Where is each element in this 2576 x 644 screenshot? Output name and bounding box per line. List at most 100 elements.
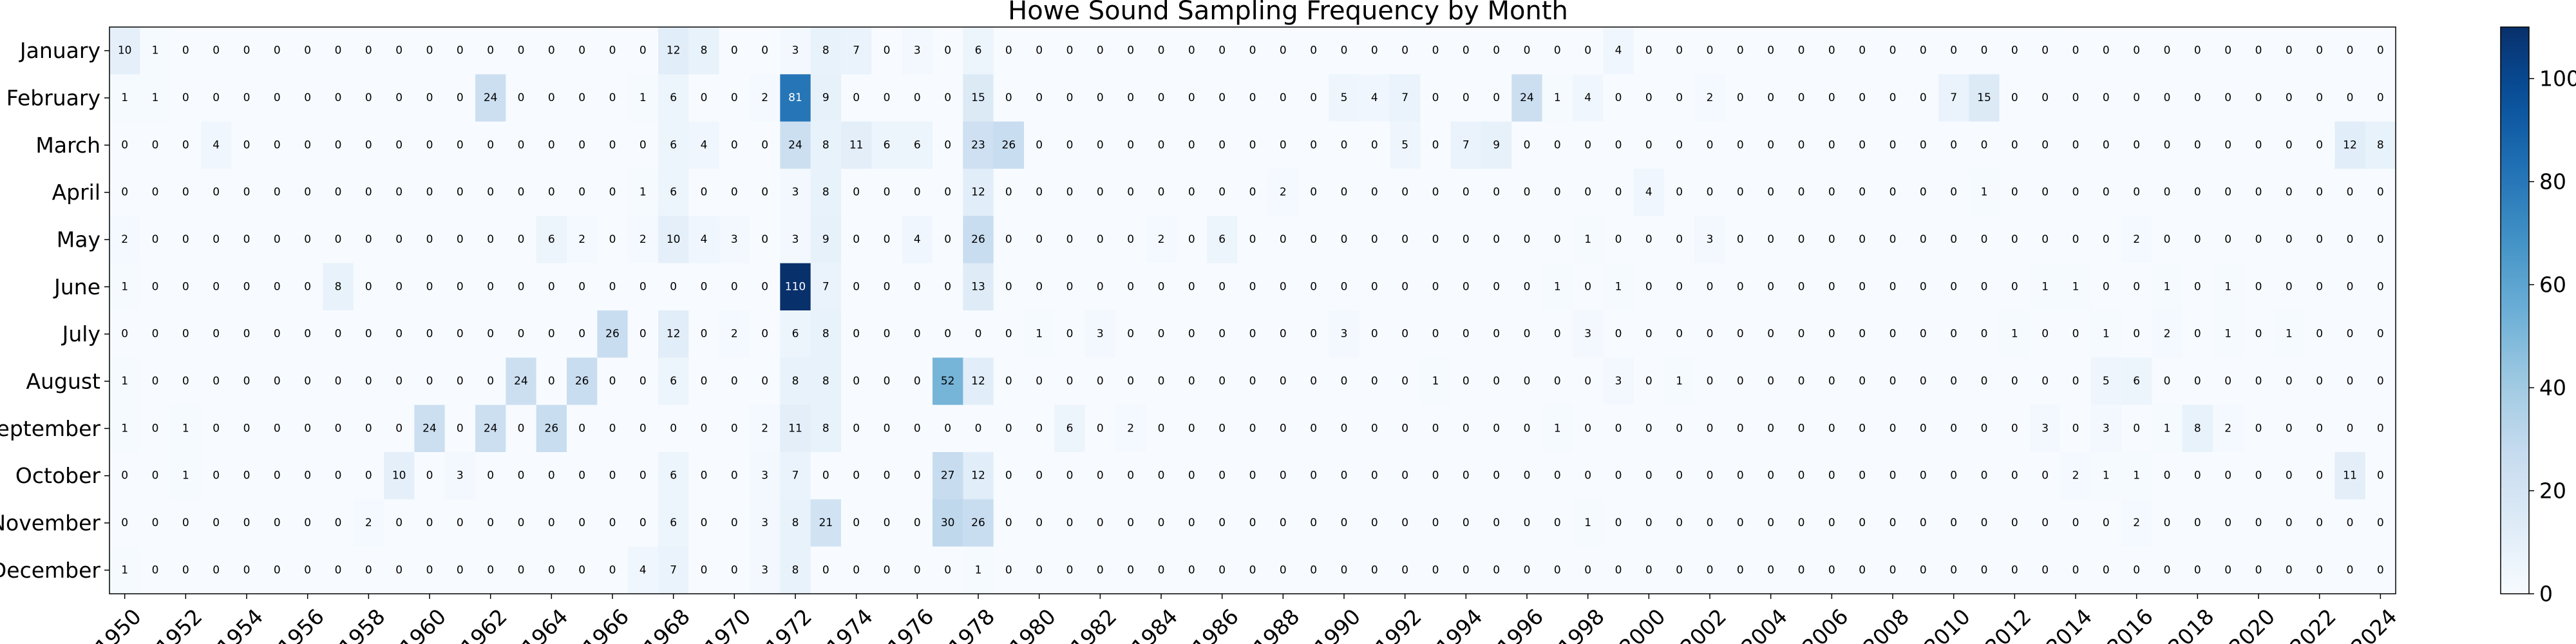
cell-value-label: 0	[884, 233, 891, 246]
heatmap-cell	[871, 499, 903, 547]
cell-value-label: 0	[1707, 138, 1714, 151]
heatmap-cell	[780, 546, 811, 594]
heatmap-cell	[1359, 404, 1390, 453]
cell-value-label: 0	[395, 422, 402, 435]
heatmap-cell	[1207, 404, 1238, 453]
x-tick-label: 1998	[1553, 604, 1609, 644]
cell-value-label: 0	[121, 186, 128, 199]
cell-value-label: 0	[152, 469, 159, 482]
cell-value-label: 1	[1036, 328, 1043, 341]
heatmap-cell	[2060, 546, 2092, 594]
cell-value-label: 12	[971, 186, 985, 199]
cell-value-label: 0	[487, 44, 494, 57]
cell-value-label: 0	[2103, 44, 2110, 57]
heatmap-cell	[627, 404, 659, 453]
cell-value-label: 0	[1889, 44, 1897, 57]
heatmap-cell	[2121, 263, 2152, 311]
cell-value-label: 6	[670, 469, 677, 482]
cell-value-label: 0	[1828, 44, 1835, 57]
heatmap-cell	[993, 452, 1025, 500]
x-tick-label: 2024	[2346, 604, 2402, 644]
y-tick-label: January	[19, 38, 100, 63]
x-tick-label: 2004	[1736, 604, 1792, 644]
heatmap-cell	[1267, 216, 1299, 264]
heatmap-cell	[1146, 74, 1177, 122]
heatmap-cell	[1420, 310, 1452, 358]
heatmap-cell	[871, 27, 903, 75]
cell-value-label: 0	[1889, 186, 1897, 199]
cell-value-label: 0	[2072, 564, 2079, 576]
heatmap-cell	[2182, 310, 2213, 358]
heatmap-cell	[323, 27, 354, 75]
heatmap-cell	[1176, 121, 1208, 169]
cell-value-label: 0	[1066, 516, 1074, 529]
cell-value-label: 0	[365, 44, 372, 57]
cell-value-label: 0	[1645, 44, 1653, 57]
heatmap-cell	[444, 121, 476, 169]
heatmap-cell	[2152, 216, 2183, 264]
cell-value-label: 0	[1005, 422, 1012, 435]
cell-value-label: 4	[1371, 91, 1378, 104]
cell-value-label: 0	[578, 186, 585, 199]
heatmap-cell	[963, 499, 994, 547]
heatmap-cell	[1694, 121, 1726, 169]
heatmap-cell	[871, 169, 903, 216]
cell-value-label: 0	[2347, 233, 2354, 246]
cell-value-label: 1	[2224, 280, 2231, 293]
heatmap-cell	[1359, 546, 1390, 594]
heatmap-cell	[1054, 263, 1086, 311]
heatmap-cell	[109, 216, 140, 264]
cell-value-label: 0	[2133, 280, 2140, 293]
heatmap-cell	[1511, 263, 1543, 311]
heatmap-cell	[1024, 27, 1055, 75]
cell-value-label: 0	[121, 328, 128, 341]
heatmap-cell	[963, 452, 994, 500]
cell-value-label: 0	[2347, 44, 2354, 57]
heatmap-cell	[963, 546, 994, 594]
heatmap-cell	[109, 169, 140, 216]
heatmap-cell	[1511, 121, 1543, 169]
heatmap-cell	[1969, 499, 2000, 547]
cell-value-label: 0	[1127, 328, 1134, 341]
heatmap-cell	[506, 499, 537, 547]
cell-value-label: 0	[2377, 44, 2384, 57]
heatmap-cell	[1969, 404, 2000, 453]
cell-value-label: 0	[2377, 375, 2384, 388]
heatmap-cell	[1146, 216, 1177, 264]
heatmap-cell	[1969, 546, 2000, 594]
cell-value-label: 0	[1981, 138, 1988, 151]
cell-value-label: 2	[2133, 516, 2140, 529]
heatmap-cell	[902, 216, 933, 264]
cell-value-label: 0	[2041, 233, 2049, 246]
x-tick-label: 2022	[2285, 604, 2341, 644]
cell-value-label: 0	[304, 328, 311, 341]
heatmap-cell	[841, 310, 872, 358]
heatmap-cell	[1847, 546, 1878, 594]
cell-value-label: 0	[365, 328, 372, 341]
cell-value-label: 0	[1401, 564, 1408, 576]
cell-value-label: 0	[2286, 516, 2293, 529]
cell-value-label: 0	[1310, 422, 1317, 435]
heatmap-cell	[658, 546, 689, 594]
heatmap-cell	[292, 263, 323, 311]
cell-value-label: 3	[1584, 328, 1591, 341]
cell-value-label: 0	[121, 516, 128, 529]
cell-value-label: 0	[639, 280, 647, 293]
heatmap-cell	[902, 404, 933, 453]
heatmap-cell	[1786, 499, 1817, 547]
heatmap-cell	[1664, 216, 1695, 264]
heatmap-cell	[1756, 452, 1786, 500]
cell-value-label: 0	[365, 564, 372, 576]
heatmap-cell	[2121, 27, 2152, 75]
cell-value-label: 21	[819, 516, 833, 529]
cell-value-label: 0	[1066, 469, 1074, 482]
cell-value-label: 0	[822, 469, 829, 482]
cell-value-label: 0	[2041, 469, 2049, 482]
heatmap-cell	[658, 404, 689, 453]
heatmap-cell	[719, 27, 750, 75]
cell-value-label: 0	[944, 564, 951, 576]
heatmap-cell	[1420, 27, 1452, 75]
heatmap-cell	[2365, 263, 2396, 311]
heatmap-cell	[1847, 216, 1878, 264]
heatmap-cell	[414, 404, 446, 453]
